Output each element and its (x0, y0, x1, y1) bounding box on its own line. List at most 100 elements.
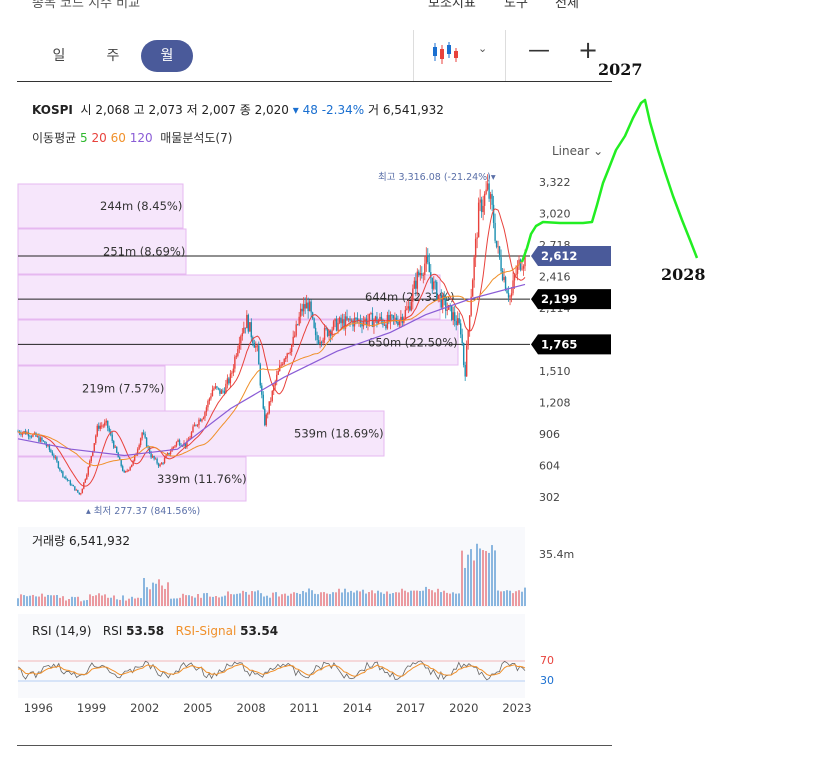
candle (316, 335, 318, 341)
candle (424, 263, 426, 275)
x-tick-label: 1999 (77, 701, 106, 715)
volume-bar (38, 596, 40, 606)
candlestick-icon[interactable] (430, 40, 460, 66)
candle (258, 345, 260, 365)
volume-bar (101, 595, 103, 606)
chevron-down-icon[interactable]: ⌄ (478, 42, 488, 55)
candle (247, 314, 250, 332)
candle (353, 317, 356, 327)
candle (446, 309, 448, 311)
candle (53, 455, 55, 458)
indicator-menu[interactable]: 보조지표 (428, 0, 476, 11)
candle (498, 246, 501, 258)
volume-bar (473, 560, 475, 606)
volume-bar (326, 593, 328, 606)
candle (208, 398, 211, 402)
candle (338, 317, 341, 323)
volume-bar (443, 590, 445, 606)
candle (20, 433, 22, 435)
candle (458, 318, 460, 324)
volume-bar (509, 590, 511, 606)
candle (427, 255, 429, 263)
tools-menu[interactable]: 도구 (504, 0, 528, 11)
tab-month[interactable]: 월 (141, 40, 193, 72)
zoom-out-button[interactable]: — (528, 38, 550, 63)
candle (335, 318, 338, 331)
candle (477, 202, 480, 238)
quote-summary: KOSPI 시 2,068 고 2,073 저 2,007 종 2,020 ▾ … (32, 103, 444, 117)
tab-week[interactable]: 주 (106, 48, 120, 64)
price-badge-label: 2,612 (541, 249, 577, 263)
candle (23, 431, 25, 433)
candle (196, 424, 199, 426)
zoom-in-button[interactable]: + (578, 36, 599, 64)
rsi-signal-line (17, 663, 526, 677)
tab-day[interactable]: 일 (52, 48, 66, 64)
candle (473, 257, 475, 281)
volume-bar (62, 596, 64, 606)
toolbar-bottom-border (17, 81, 612, 82)
candle (430, 272, 432, 278)
candle (162, 462, 164, 464)
candle (467, 330, 469, 346)
candle (213, 388, 215, 390)
candle (235, 355, 238, 357)
candle (515, 273, 517, 276)
candle (250, 322, 253, 338)
candle (86, 474, 88, 480)
volume-bar (308, 588, 310, 606)
candle (47, 445, 49, 447)
volume-bar (500, 591, 502, 606)
candle (262, 394, 264, 409)
rsi-signal-value: 53.54 (240, 624, 279, 638)
candle (255, 345, 257, 348)
candle (421, 273, 423, 276)
volume-bar (512, 593, 514, 606)
moving-average-legend[interactable]: 이동평균 5 20 60 120 매물분석도(7) (32, 131, 233, 145)
candle (302, 304, 305, 312)
volume-bar (506, 590, 508, 606)
candle (123, 470, 125, 473)
candle (319, 342, 321, 344)
scale-mode-select[interactable]: Linear ⌄ (552, 144, 604, 158)
candle (166, 452, 169, 456)
candle (163, 457, 166, 464)
candle (121, 466, 124, 471)
toolbar-divider (505, 30, 506, 82)
symbol-search-partial[interactable]: 종목 코드 지수 비교 (32, 0, 141, 11)
candle (87, 466, 89, 475)
candle (483, 193, 486, 206)
candle (144, 434, 146, 438)
candle (231, 372, 233, 374)
volume-bar (410, 590, 412, 606)
price-badge (531, 246, 611, 267)
candle (516, 265, 519, 274)
candle (440, 294, 442, 308)
candle (244, 327, 247, 329)
candle (419, 273, 422, 276)
candle (512, 280, 514, 294)
candle (168, 452, 170, 455)
volume-bar (371, 590, 373, 606)
candle (325, 327, 327, 329)
candle (361, 323, 363, 327)
volume-bar (518, 590, 520, 606)
candle (63, 476, 66, 478)
candle (431, 277, 433, 289)
candle (157, 463, 160, 467)
fullscreen-menu[interactable]: 전체 (555, 0, 579, 11)
candle (60, 470, 63, 472)
volume-bar (452, 592, 454, 606)
candle (111, 434, 113, 441)
candle (474, 238, 477, 258)
volume-bar (209, 596, 211, 606)
candle (48, 445, 51, 450)
candle (433, 281, 435, 289)
candle (482, 205, 484, 213)
volume-bar (434, 592, 436, 606)
volume-bar (455, 593, 457, 606)
candle (497, 246, 499, 248)
volume-bar (332, 592, 334, 606)
candle (66, 478, 69, 481)
